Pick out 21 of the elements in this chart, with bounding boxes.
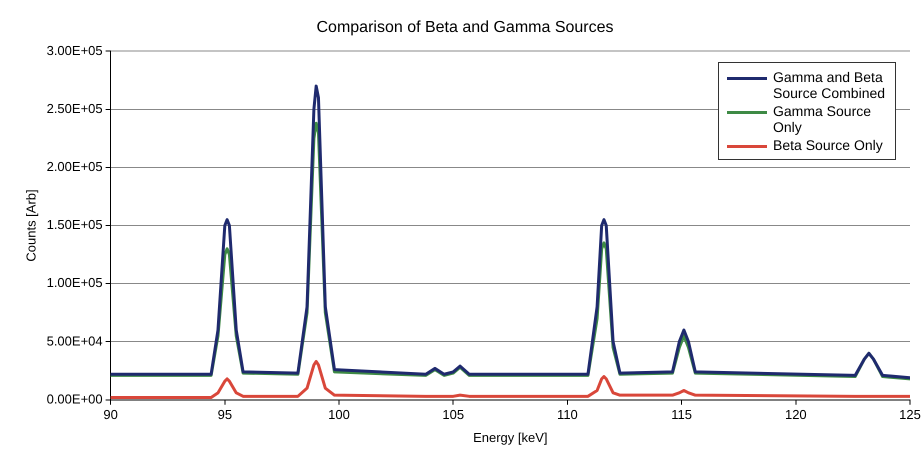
y-axis-title: Counts [Arb] [23,189,38,262]
y-tick-label: 2.00E+05 [46,158,103,174]
y-tick-label: 3.00E+05 [46,42,103,58]
y-tick-label: 1.00E+05 [46,275,103,290]
x-tick-label: 100 [328,407,350,422]
legend-label: Gamma and Beta Source Combined [773,69,886,101]
x-axis-title: Energy [keV] [473,430,548,445]
y-tick-label: 0.00E+00 [46,391,103,406]
y-tick-label: 2.50E+05 [46,100,103,116]
x-tick-label: 110 [557,407,578,422]
x-tick-label: 105 [442,407,464,422]
x-tick-label: 125 [899,407,921,422]
x-tick-label: 95 [218,407,232,422]
legend-label: Gamma Source Only [773,103,872,135]
x-tick-label: 90 [103,407,118,422]
legend-label: Beta Source Only [773,137,883,153]
y-tick-label: 5.00E+04 [46,333,103,348]
x-tick-label: 120 [784,407,807,422]
chart-title: Comparison of Beta and Gamma Sources [316,19,614,36]
x-tick-label: 115 [671,407,692,422]
y-tick-label: 1.50E+05 [46,217,103,232]
